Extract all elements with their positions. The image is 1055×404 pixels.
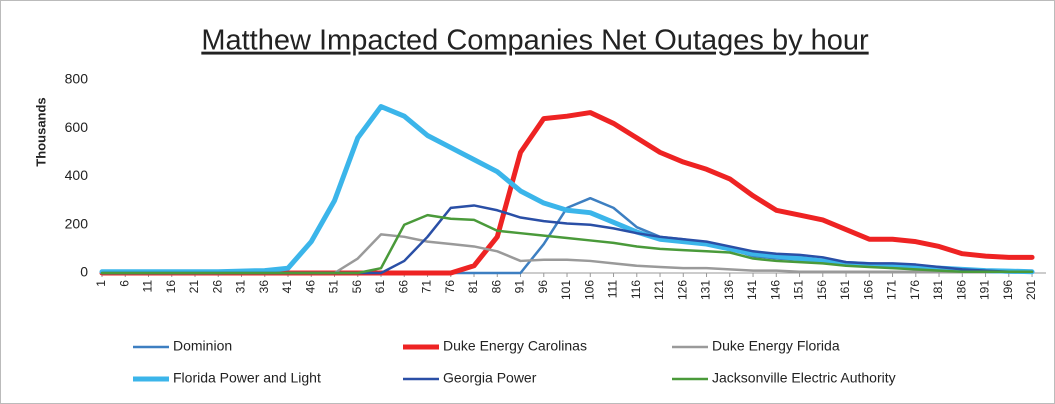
x-tick-label: 66 — [396, 280, 410, 294]
x-tick-label: 196 — [1001, 280, 1015, 300]
x-tick-label: 176 — [908, 280, 922, 300]
x-tick-label: 31 — [234, 280, 248, 294]
x-tick-label: 61 — [373, 280, 387, 294]
legend-label: Georgia Power — [443, 370, 537, 386]
y-tick-label: 600 — [65, 119, 89, 135]
x-tick-label: 126 — [675, 280, 689, 300]
x-tick-label: 26 — [210, 280, 224, 294]
y-tick-label: 400 — [65, 167, 89, 183]
legend-label: Jacksonville Electric Authority — [712, 370, 896, 386]
series-line — [99, 104, 1035, 275]
x-tick-label: 76 — [443, 280, 457, 294]
x-tick-label: 131 — [699, 280, 713, 300]
x-tick-label: 6 — [117, 280, 131, 287]
x-tick-label: 96 — [536, 280, 550, 294]
x-tick-label: 36 — [257, 280, 271, 294]
series-line — [100, 213, 1034, 275]
y-axis-label: Thousands — [33, 97, 48, 166]
x-tick-label: 166 — [861, 280, 875, 300]
x-tick-label: 86 — [489, 280, 503, 294]
x-tick-label: 101 — [559, 280, 573, 300]
x-tick-label: 201 — [1024, 280, 1038, 300]
x-tick-label: 71 — [420, 280, 434, 294]
y-tick-label: 200 — [65, 215, 89, 231]
x-tick-label: 1 — [94, 280, 108, 287]
chart-title: Matthew Impacted Companies Net Outages b… — [201, 25, 869, 57]
x-tick-label: 136 — [722, 280, 736, 300]
x-tick-label: 16 — [164, 280, 178, 294]
x-tick-label: 186 — [954, 280, 968, 300]
y-tick-label: 800 — [65, 71, 89, 87]
x-tick-label: 91 — [513, 280, 527, 294]
x-tick-label: 111 — [606, 280, 620, 299]
legend-label: Florida Power and Light — [173, 370, 321, 386]
legend-label: Duke Energy Carolinas — [443, 338, 587, 354]
x-tick-label: 106 — [582, 280, 596, 300]
y-tick-label: 0 — [80, 264, 88, 280]
legend-label: Dominion — [173, 338, 232, 354]
x-tick-label: 116 — [629, 280, 643, 299]
legend-label: Duke Energy Florida — [712, 338, 840, 354]
x-tick-label: 171 — [885, 280, 899, 300]
x-tick-label: 191 — [978, 280, 992, 300]
x-tick-label: 11 — [141, 280, 155, 293]
x-tick-label: 146 — [768, 280, 782, 300]
x-tick-label: 156 — [815, 280, 829, 300]
x-tick-label: 161 — [838, 280, 852, 300]
x-tick-label: 41 — [280, 280, 294, 294]
x-tick-label: 51 — [327, 280, 341, 294]
x-tick-label: 21 — [187, 280, 201, 294]
x-tick-label: 181 — [931, 280, 945, 300]
x-tick-label: 151 — [792, 280, 806, 300]
x-tick-label: 81 — [466, 280, 480, 294]
x-tick-label: 46 — [303, 280, 317, 294]
x-tick-label: 56 — [350, 280, 364, 294]
x-tick-label: 121 — [652, 280, 666, 300]
x-tick-label: 141 — [745, 280, 759, 300]
